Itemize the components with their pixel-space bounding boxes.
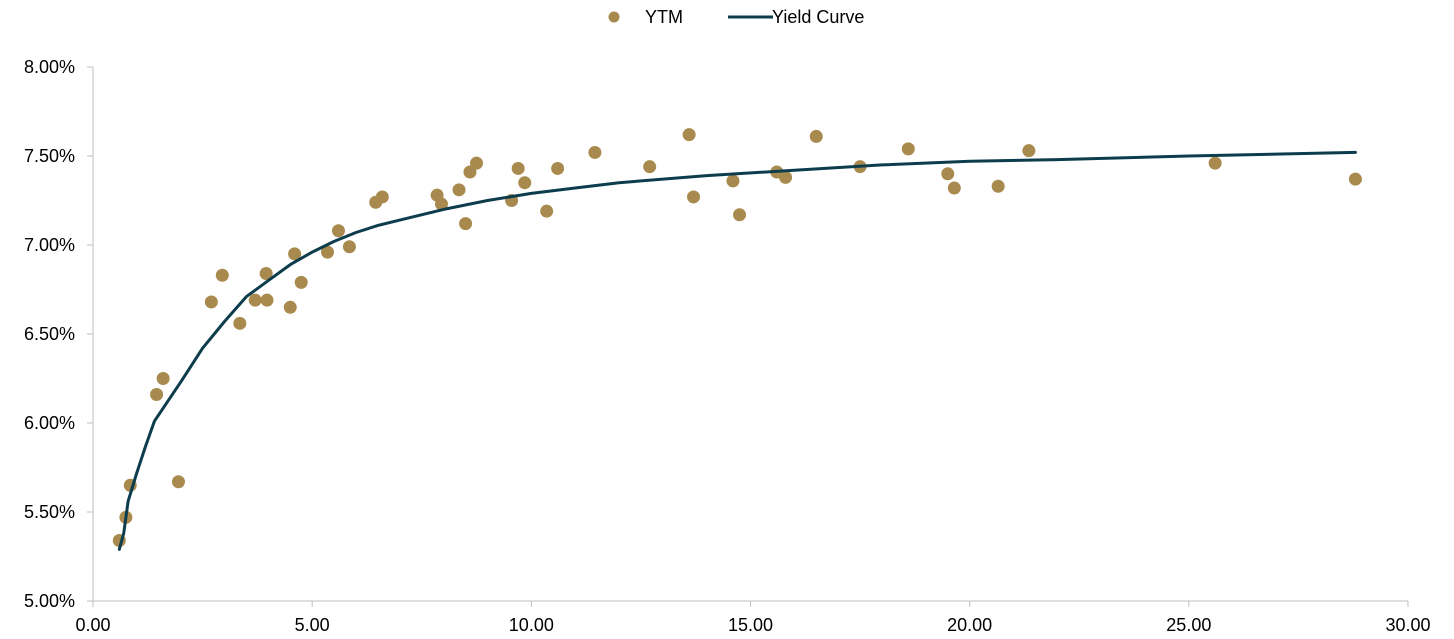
yield-curve-line — [117, 150, 1357, 551]
y-tick-label: 7.00% — [24, 235, 75, 255]
x-tick-label: 20.00 — [947, 615, 992, 635]
ytm-point — [991, 179, 1005, 193]
ytm-point — [809, 129, 823, 143]
y-tick-label: 5.50% — [24, 502, 75, 522]
ytm-point — [259, 266, 273, 280]
ytm-series — [112, 128, 1362, 547]
ytm-point — [294, 275, 308, 289]
ytm-point — [687, 190, 701, 204]
ytm-point — [171, 475, 185, 489]
ytm-point — [947, 181, 961, 195]
x-tick-label: 0.00 — [75, 615, 110, 635]
ytm-point — [1022, 144, 1036, 158]
ytm-point — [1208, 156, 1222, 170]
x-tick-label: 15.00 — [728, 615, 773, 635]
ytm-point — [248, 293, 262, 307]
legend-ytm-marker — [608, 11, 620, 23]
ytm-point — [434, 197, 448, 211]
ytm-point — [1348, 172, 1362, 186]
y-tick-label: 5.00% — [24, 591, 75, 611]
ytm-point — [463, 165, 477, 179]
ytm-point — [901, 142, 915, 156]
y-tick-label: 6.00% — [24, 413, 75, 433]
ytm-point — [288, 247, 302, 261]
y-axis-ticks — [87, 66, 93, 602]
x-axis-tick-labels: 0.00 5.00 10.00 15.00 20.00 25.00 30.00 — [75, 615, 1430, 635]
y-axis-tick-labels: 5.00% 5.50% 6.00% 6.50% 7.00% 7.50% 8.00% — [24, 57, 75, 611]
ytm-point — [733, 208, 747, 222]
legend: YTM Yield Curve — [608, 7, 864, 27]
ytm-point — [551, 161, 565, 175]
ytm-point — [470, 156, 484, 170]
ytm-point — [643, 160, 657, 174]
x-tick-label: 10.00 — [509, 615, 554, 635]
x-tick-label: 25.00 — [1166, 615, 1211, 635]
ytm-point — [941, 167, 955, 181]
ytm-point — [283, 300, 297, 314]
ytm-point — [321, 245, 335, 259]
ytm-point — [375, 190, 389, 204]
x-tick-label: 5.00 — [295, 615, 330, 635]
ytm-point — [540, 204, 554, 218]
ytm-point — [518, 176, 532, 190]
ytm-point — [682, 128, 696, 142]
y-tick-label: 7.50% — [24, 146, 75, 166]
ytm-point — [331, 224, 345, 238]
ytm-point — [779, 170, 793, 184]
y-tick-label: 8.00% — [24, 57, 75, 77]
ytm-point — [342, 240, 356, 254]
y-tick-label: 6.50% — [24, 324, 75, 344]
x-tick-label: 30.00 — [1385, 615, 1430, 635]
legend-curve-label: Yield Curve — [772, 7, 864, 27]
ytm-point — [150, 388, 164, 402]
ytm-point — [233, 316, 247, 330]
ytm-point — [452, 183, 466, 197]
x-axis-ticks — [92, 601, 1409, 607]
ytm-point — [260, 293, 274, 307]
ytm-point — [156, 372, 170, 385]
ytm-point — [588, 145, 602, 159]
ytm-point — [511, 161, 525, 175]
ytm-point — [459, 217, 473, 231]
ytm-point — [215, 268, 229, 282]
ytm-point — [726, 174, 740, 188]
ytm-point — [204, 295, 218, 309]
legend-ytm-label: YTM — [645, 7, 683, 27]
